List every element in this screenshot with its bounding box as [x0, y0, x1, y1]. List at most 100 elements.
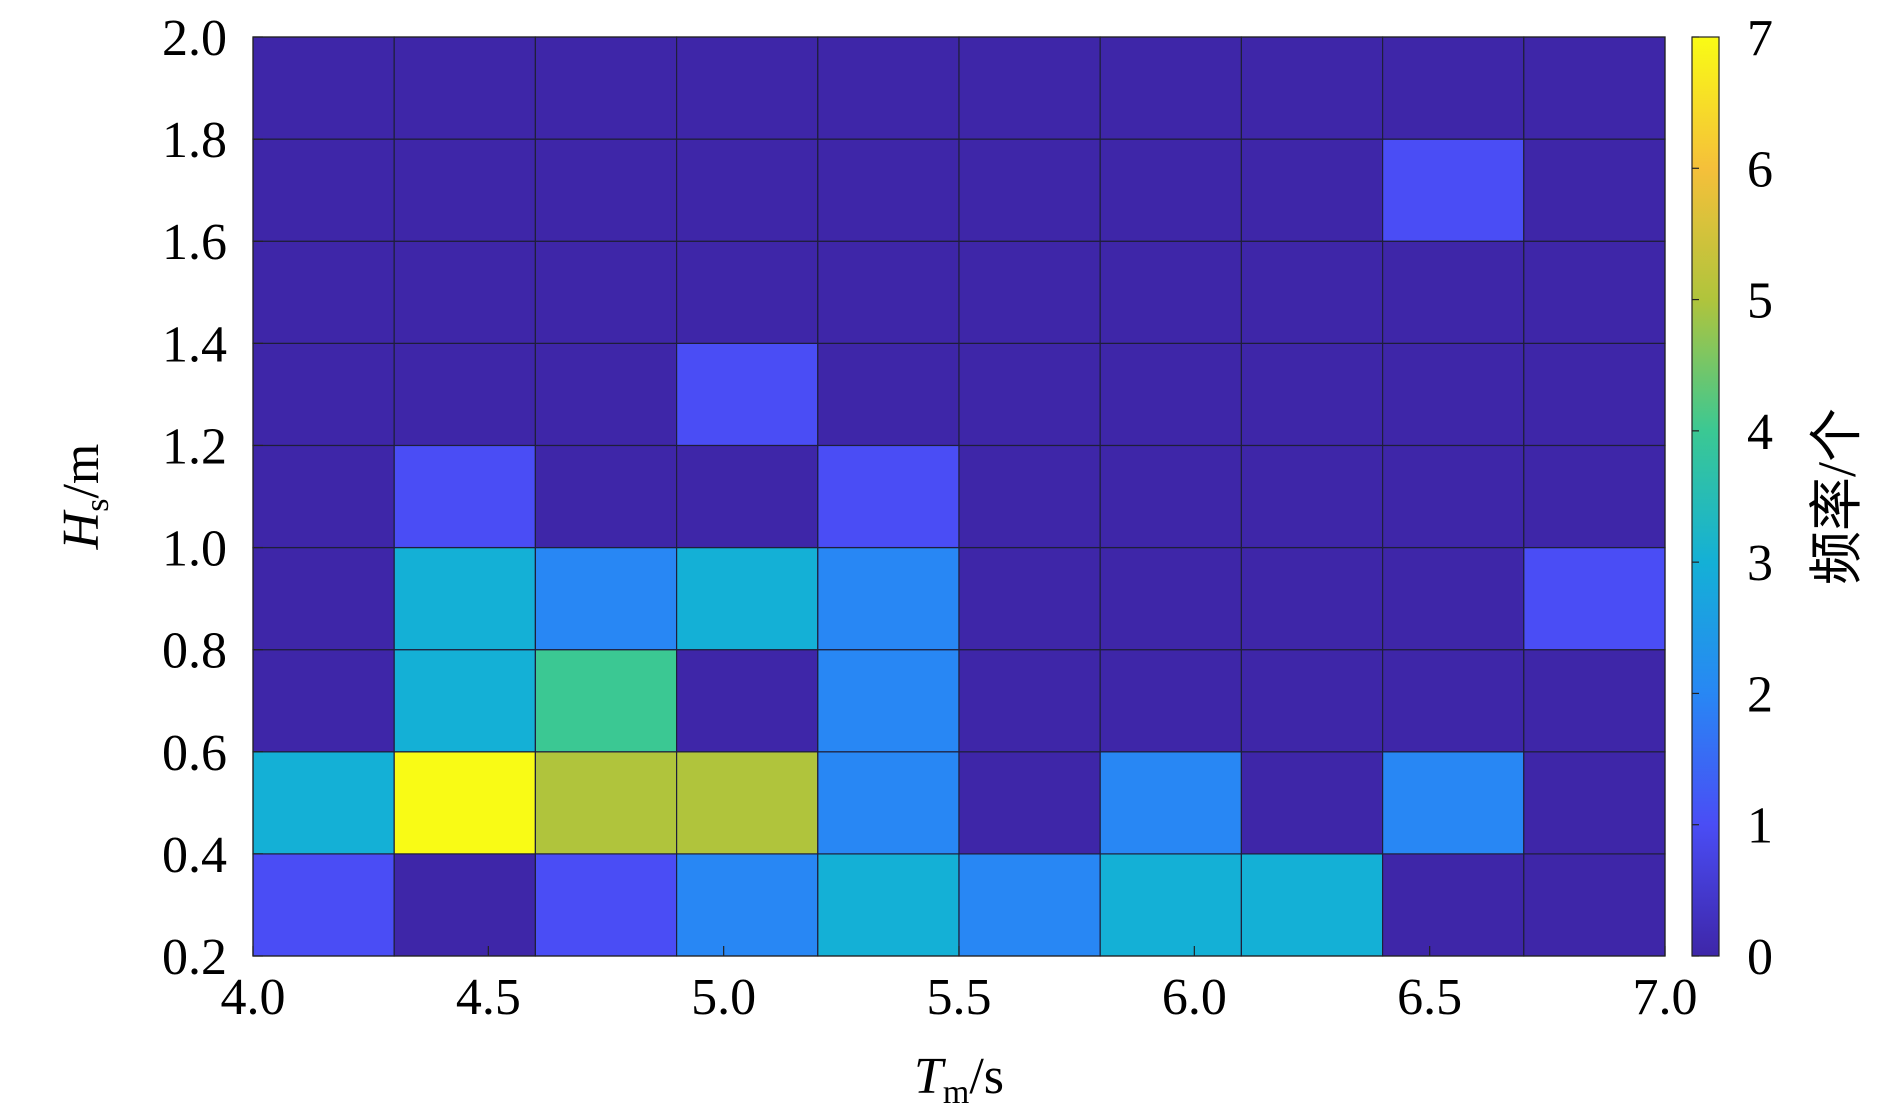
- heatmap-cell: [393, 751, 537, 855]
- heatmap-cell: [534, 342, 678, 447]
- heatmap-cell: [252, 342, 395, 447]
- heatmap-cell: [393, 546, 537, 651]
- colorbar-tick-label: 0: [1747, 929, 1773, 986]
- colorbar-tick-label: 6: [1747, 141, 1773, 198]
- heatmap-cell: [1523, 240, 1666, 344]
- heatmap-cell: [393, 853, 537, 957]
- heatmap-cell: [1381, 240, 1525, 344]
- x-tick-label: 6.5: [1397, 969, 1462, 1026]
- heatmap-cell: [958, 342, 1101, 447]
- heatmap-cell: [675, 853, 819, 957]
- y-axis-ticks: 0.2 0.4 0.6 0.8 1.0 1.2 1.4 1.6 1.8 2.0: [162, 10, 263, 986]
- y-tick-label: 0.6: [162, 725, 227, 782]
- heatmap-cell: [1099, 853, 1242, 957]
- x-axis-label-unit: /s: [969, 1048, 1004, 1105]
- heatmap-cell: [1381, 444, 1525, 549]
- heatmap-cell: [1099, 649, 1242, 753]
- heatmap-cell: [1381, 853, 1525, 957]
- y-axis-label-sub: s: [79, 499, 116, 512]
- heatmap-cell: [675, 751, 819, 855]
- heatmap-cell: [1240, 546, 1384, 651]
- x-axis-label-main: T: [914, 1048, 946, 1105]
- heatmap-cell: [817, 751, 960, 855]
- heatmap-cell: [1523, 853, 1666, 957]
- heatmap-cell: [534, 853, 678, 957]
- heatmap-cell: [393, 649, 537, 753]
- heatmap-cell: [675, 36, 819, 140]
- x-tick-label: 7.0: [1633, 969, 1698, 1026]
- heatmap-cell: [817, 444, 960, 549]
- heatmap-cell: [1240, 751, 1384, 855]
- y-tick-label: 1.4: [162, 316, 227, 373]
- heatmap-cell: [1523, 649, 1666, 753]
- heatmap-cells: [252, 36, 1666, 957]
- heatmap-cell: [252, 36, 395, 140]
- heatmap-cell: [958, 853, 1101, 957]
- heatmap-cell: [1381, 751, 1525, 855]
- heatmap-cell: [817, 342, 960, 447]
- heatmap-cell: [1523, 751, 1666, 855]
- y-tick-label: 1.8: [162, 112, 227, 169]
- x-tick-label: 5.5: [927, 969, 992, 1026]
- heatmap-cell: [1240, 342, 1384, 447]
- heatmap-cell: [675, 138, 819, 242]
- heatmap-cell: [1099, 751, 1242, 855]
- heatmap-cell: [252, 853, 395, 957]
- colorbar-tick-label: 3: [1747, 535, 1773, 592]
- heatmap-cell: [1240, 36, 1384, 140]
- y-tick-label: 1.6: [162, 214, 227, 271]
- x-axis-ticks: 4.0 4.5 5.0 5.5 6.0 6.5 7.0: [221, 946, 1698, 1026]
- colorbar-tick-label: 2: [1747, 666, 1773, 723]
- heatmap-cell: [1240, 240, 1384, 344]
- x-tick-label: 6.0: [1162, 969, 1227, 1026]
- heatmap-cell: [675, 546, 819, 651]
- heatmap-cell: [1099, 546, 1242, 651]
- colorbar-tick-label: 5: [1747, 273, 1773, 330]
- y-tick-label: 0.2: [162, 929, 227, 986]
- heatmap-cell: [252, 649, 395, 753]
- y-tick-label: 2.0: [162, 10, 227, 67]
- heatmap-cell: [393, 36, 537, 140]
- heatmap-cell: [393, 240, 537, 344]
- heatmap-cell: [958, 649, 1101, 753]
- heatmap-cell: [1523, 36, 1666, 140]
- heatmap-cell: [817, 36, 960, 140]
- x-axis-label: Tm/s: [914, 1048, 1004, 1111]
- heatmap-cell: [817, 138, 960, 242]
- y-tick-label: 0.8: [162, 623, 227, 680]
- heatmap-cell: [675, 342, 819, 447]
- x-tick-label: 4.5: [456, 969, 521, 1026]
- heatmap-cell: [1523, 138, 1666, 242]
- heatmap-cell: [958, 240, 1101, 344]
- heatmap-cell: [393, 342, 537, 447]
- heatmap-cell: [958, 138, 1101, 242]
- heatmap-cell: [534, 649, 678, 753]
- heatmap-cell: [534, 138, 678, 242]
- heatmap-cell: [817, 240, 960, 344]
- heatmap-cell: [1099, 36, 1242, 140]
- heatmap-cell: [958, 751, 1101, 855]
- colorbar-label: 频率/个: [1807, 408, 1867, 585]
- heatmap-cell: [1240, 853, 1384, 957]
- heatmap-cell: [534, 546, 678, 651]
- heatmap-cell: [1099, 138, 1242, 242]
- heatmap-cell: [1381, 649, 1525, 753]
- heatmap-cell: [675, 444, 819, 549]
- heatmap-cell: [1381, 546, 1525, 651]
- y-tick-label: 0.4: [162, 827, 227, 884]
- heatmap-cell: [534, 240, 678, 344]
- heatmap-cell: [817, 546, 960, 651]
- y-axis-label-unit: /m: [53, 444, 110, 499]
- heatmap-cell: [1381, 342, 1525, 447]
- heatmap-cell: [534, 444, 678, 549]
- heatmap-cell: [958, 36, 1101, 140]
- heatmap-cell: [1099, 240, 1242, 344]
- heatmap-cell: [817, 649, 960, 753]
- heatmap-cell: [1381, 36, 1525, 140]
- heatmap-cell: [252, 546, 395, 651]
- heatmap-cell: [1523, 546, 1666, 651]
- x-tick-label: 5.0: [691, 969, 756, 1026]
- y-axis-label: Hs/m: [53, 444, 116, 551]
